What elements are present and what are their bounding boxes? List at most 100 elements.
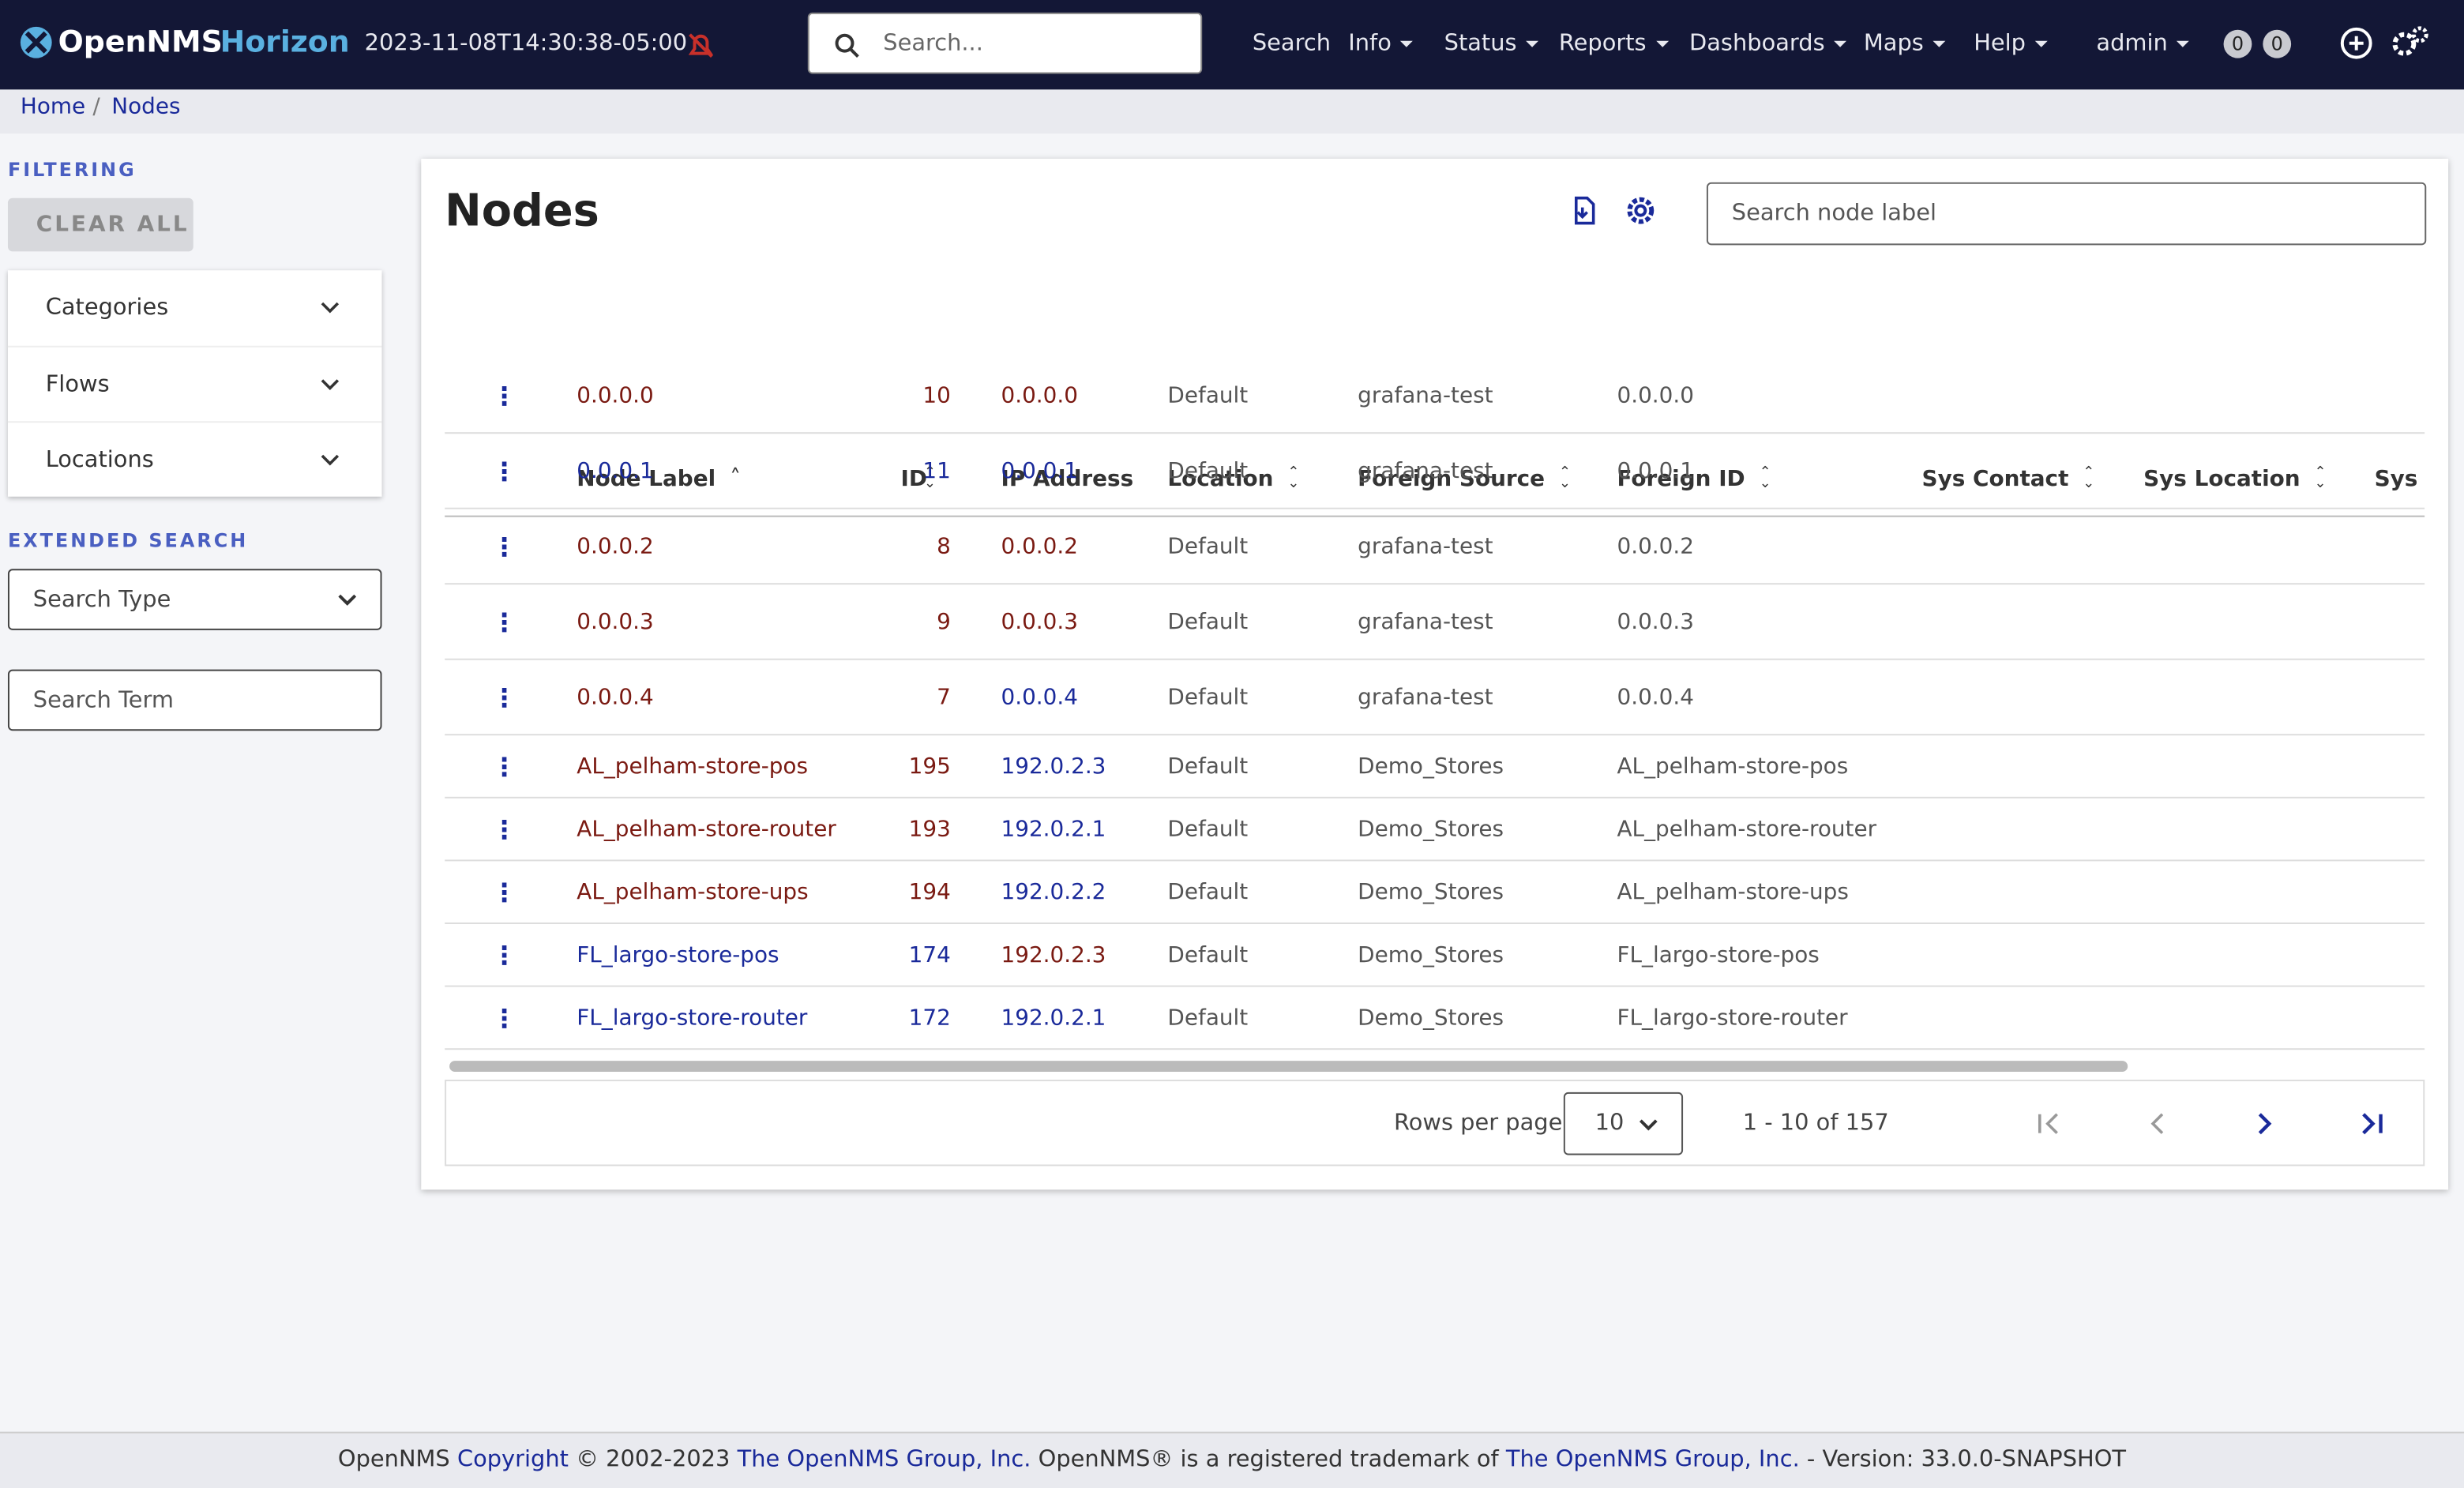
add-icon[interactable] xyxy=(2340,27,2373,60)
column-header[interactable]: Foreign ID xyxy=(1617,466,1745,492)
search-term-input[interactable]: Search Term xyxy=(7,669,382,731)
column-header[interactable]: Node Label xyxy=(577,466,716,492)
node-id[interactable]: 8 xyxy=(937,534,951,560)
ip-address[interactable]: 192.0.2.3 xyxy=(1001,942,1106,968)
column-header[interactable]: Location xyxy=(1167,466,1274,492)
footer-link[interactable]: Copyright xyxy=(456,1447,569,1473)
sort-icon[interactable]: ⌃ ⌄ xyxy=(2314,464,2327,492)
row-menu[interactable]: ⋮ xyxy=(491,1003,517,1034)
row-divider xyxy=(445,507,2425,509)
badge[interactable]: 0 xyxy=(2223,29,2252,58)
brand[interactable]: OpenNMS xyxy=(58,24,223,60)
column-header[interactable]: Sys D xyxy=(2374,466,2425,492)
filter-item[interactable]: Categories xyxy=(8,270,382,346)
ip-address[interactable]: 0.0.0.4 xyxy=(1001,685,1078,711)
node-search-input[interactable]: Search node label xyxy=(1706,182,2427,246)
columns-settings-icon[interactable] xyxy=(1623,194,1658,228)
ip-address[interactable]: 192.0.2.2 xyxy=(1001,880,1106,906)
prev-page[interactable] xyxy=(2147,1111,2172,1137)
chevron-path xyxy=(321,302,340,314)
sort-icon[interactable]: ⌃ ⌄ xyxy=(924,464,937,492)
footer-link[interactable]: The OpenNMS Group, Inc. xyxy=(1505,1447,1800,1473)
column-header[interactable]: Sys Location xyxy=(2143,466,2301,492)
column-header[interactable]: ID xyxy=(900,466,927,492)
node-label[interactable]: AL_pelham-store-ups xyxy=(577,880,809,906)
node-search-placeholder: Search node label xyxy=(1731,201,1937,227)
nav-item[interactable]: Status xyxy=(1444,32,1539,57)
row-menu[interactable]: ⋮ xyxy=(491,607,517,637)
nav-item[interactable]: Dashboards xyxy=(1689,32,1846,57)
node-id[interactable]: 11 xyxy=(922,459,951,484)
export-icon[interactable] xyxy=(1570,195,1598,227)
search-type-select[interactable]: Search Type xyxy=(7,569,382,630)
settings-icon[interactable] xyxy=(2391,25,2429,60)
sort-icon[interactable]: ⌃ ⌄ xyxy=(2083,464,2095,492)
sort-icon[interactable]: ˄ xyxy=(730,465,742,491)
clear-all-button[interactable]: CLEAR ALL xyxy=(7,197,193,252)
row-menu[interactable]: ⋮ xyxy=(491,532,517,562)
node-id[interactable]: 193 xyxy=(908,817,951,843)
ip-address[interactable]: 192.0.2.3 xyxy=(1001,754,1106,780)
row-menu[interactable]: ⋮ xyxy=(491,877,517,908)
node-id[interactable]: 9 xyxy=(937,610,951,635)
node-id[interactable]: 174 xyxy=(908,942,951,968)
ip-address[interactable]: 192.0.2.1 xyxy=(1001,1005,1106,1031)
first-page[interactable] xyxy=(2037,1111,2062,1137)
row-menu[interactable]: ⋮ xyxy=(491,940,517,971)
node-label[interactable]: 0.0.0.2 xyxy=(577,534,654,560)
sort-icon[interactable]: ⌃ ⌄ xyxy=(1287,464,1300,492)
last-page[interactable] xyxy=(2359,1111,2384,1137)
column-header[interactable]: Sys Contact xyxy=(1921,466,2069,492)
footer-text: OpenNMS® is a registered trademark of xyxy=(1038,1447,1499,1473)
ip-address[interactable]: 192.0.2.1 xyxy=(1001,817,1106,843)
footer-link[interactable]: The OpenNMS Group, Inc. xyxy=(737,1447,1031,1473)
node-label[interactable]: AL_pelham-store-router xyxy=(577,817,836,843)
row-divider xyxy=(445,1048,2425,1050)
row-menu[interactable]: ⋮ xyxy=(491,814,517,845)
column-header[interactable]: IP Address xyxy=(1001,466,1134,492)
node-id[interactable]: 7 xyxy=(937,685,951,711)
next-page[interactable] xyxy=(2252,1111,2277,1137)
filter-item[interactable]: Flows xyxy=(7,345,382,423)
clear-all-label: CLEAR ALL xyxy=(36,212,190,238)
row-menu[interactable]: ⋮ xyxy=(491,682,517,713)
node-label[interactable]: 0.0.0.1 xyxy=(577,459,654,484)
ip-address[interactable]: 0.0.0.2 xyxy=(1001,534,1078,560)
row-menu[interactable]: ⋮ xyxy=(491,752,517,782)
nav-item[interactable]: Help xyxy=(1974,32,2048,57)
nav-item[interactable]: Search xyxy=(1252,31,1332,57)
row-divider xyxy=(445,583,2425,585)
nav-item[interactable]: admin xyxy=(2075,32,2190,57)
node-id[interactable]: 10 xyxy=(922,383,951,409)
node-label[interactable]: FL_largo-store-router xyxy=(577,1005,808,1031)
rows-per-page-select[interactable]: 10 xyxy=(1563,1092,1684,1155)
row-menu[interactable]: ⋮ xyxy=(491,457,517,487)
nav-item[interactable]: Info xyxy=(1348,32,1413,57)
chevron xyxy=(321,379,340,391)
node-id[interactable]: 172 xyxy=(908,1005,951,1031)
badge[interactable]: 0 xyxy=(2263,29,2292,58)
breadcrumb-home[interactable]: Home xyxy=(20,94,86,120)
node-label[interactable]: AL_pelham-store-pos xyxy=(577,754,809,780)
node-label[interactable]: 0.0.0.4 xyxy=(577,685,654,711)
scrollbar[interactable] xyxy=(449,1061,2128,1073)
sort-icon[interactable]: ⌃ ⌄ xyxy=(1759,464,1771,492)
ip-address[interactable]: 0.0.0.0 xyxy=(1001,383,1078,409)
notification-off-icon[interactable] xyxy=(687,32,716,60)
node-id[interactable]: 194 xyxy=(908,880,951,906)
node-label[interactable]: FL_largo-store-pos xyxy=(577,942,779,968)
row-menu[interactable]: ⋮ xyxy=(491,381,517,411)
node-label[interactable]: 0.0.0.0 xyxy=(577,383,654,409)
column-header[interactable]: Foreign Source xyxy=(1358,466,1546,492)
global-search[interactable]: Search... xyxy=(807,12,1203,74)
ip-address[interactable]: 0.0.0.1 xyxy=(1001,459,1078,484)
sort-icon[interactable]: ⌃ ⌄ xyxy=(1558,464,1571,492)
node-label[interactable]: 0.0.0.3 xyxy=(577,610,654,635)
nav-item[interactable]: Maps xyxy=(1864,32,1946,57)
chevron xyxy=(321,302,340,314)
ip-address[interactable]: 0.0.0.3 xyxy=(1001,610,1078,635)
nav-item[interactable]: Reports xyxy=(1559,32,1669,57)
filter-label: Flows xyxy=(45,372,110,398)
node-id[interactable]: 195 xyxy=(908,754,951,780)
filter-item[interactable]: Locations xyxy=(7,421,382,498)
